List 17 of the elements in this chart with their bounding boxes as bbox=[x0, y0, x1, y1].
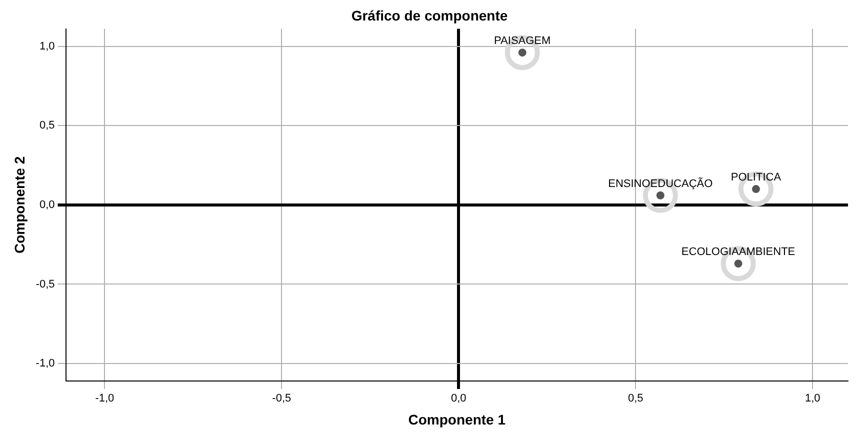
annotation: ECOLOGIAAMBIENTE bbox=[681, 246, 796, 258]
y-tick-label: 0,5 bbox=[39, 120, 55, 132]
annotation: ENSINOEDUCAÇÃO bbox=[608, 176, 714, 190]
x-tick-label: -0,5 bbox=[272, 392, 292, 405]
annotation: PAISAGEM bbox=[494, 35, 551, 48]
y-tick-label: -1,0 bbox=[36, 358, 55, 370]
x-tick-label: 0,5 bbox=[628, 392, 644, 405]
x-tick-label: 0,0 bbox=[451, 392, 466, 405]
y-tick-label: 1,0 bbox=[39, 40, 55, 52]
x-axis-title: Componente 1 bbox=[408, 411, 506, 428]
y-tick-label: -0,5 bbox=[36, 278, 55, 290]
annotation: POLITICA bbox=[730, 172, 782, 184]
chart-title: Gráfico de componente bbox=[351, 7, 508, 24]
y-axis-title: Componente 2 bbox=[11, 156, 28, 254]
x-tick-label: -1,0 bbox=[95, 392, 114, 405]
x-tick-label: 1,0 bbox=[804, 392, 820, 405]
y-tick-label: 0,0 bbox=[39, 198, 55, 211]
